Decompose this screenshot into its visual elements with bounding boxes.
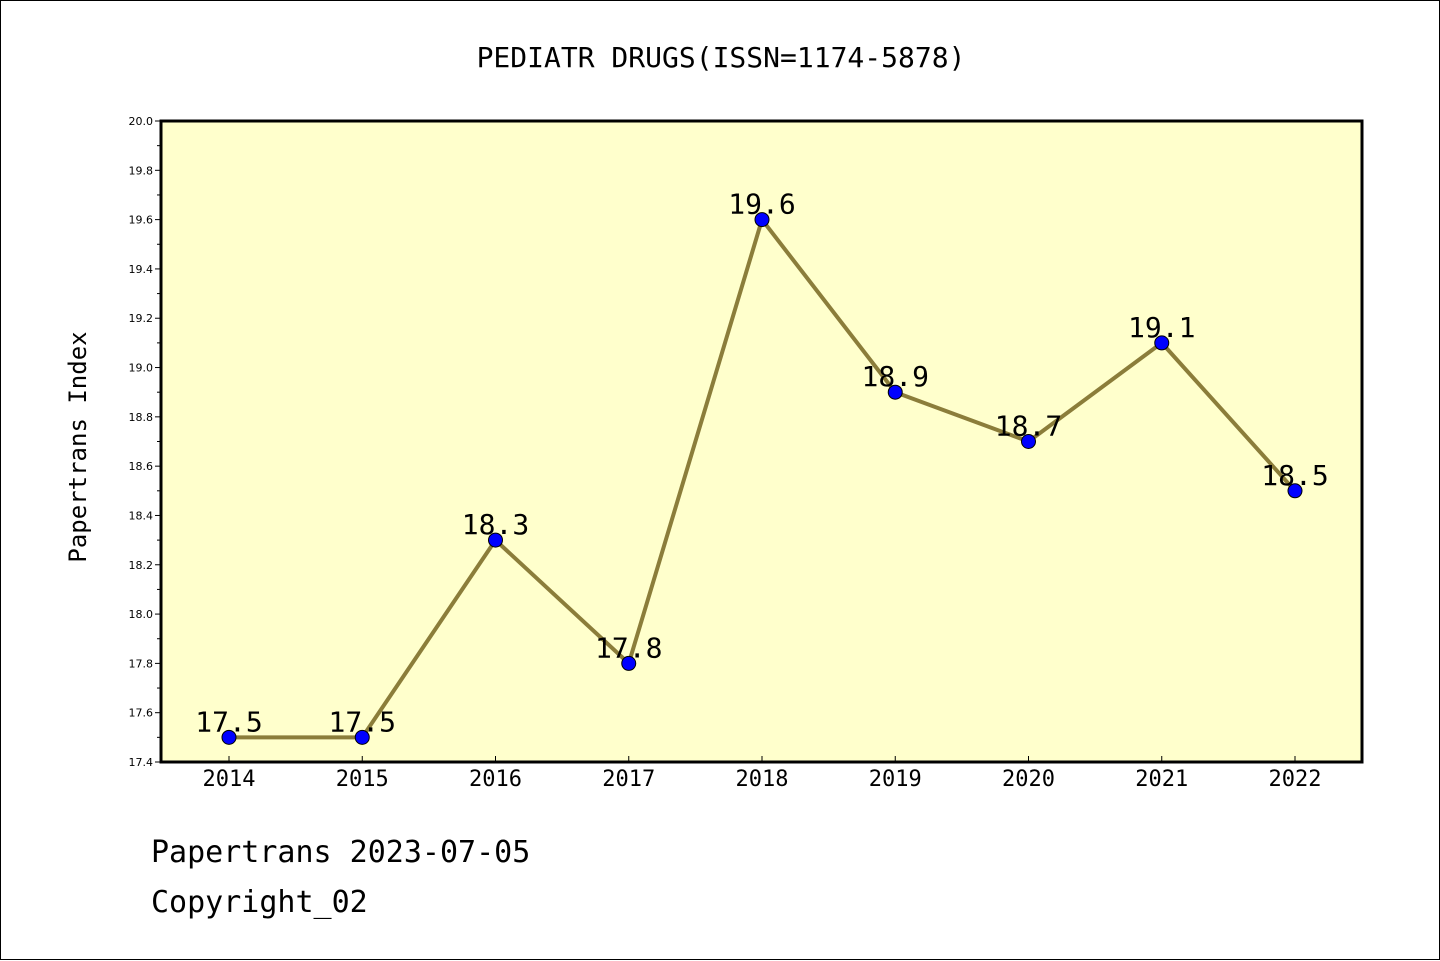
data-point bbox=[1021, 434, 1036, 449]
data-label: 18.7 bbox=[995, 410, 1062, 443]
x-tick-label: 2021 bbox=[1135, 767, 1188, 792]
data-label: 18.5 bbox=[1261, 459, 1328, 492]
data-point bbox=[1154, 335, 1170, 351]
footer-copyright: Copyright_02 bbox=[151, 885, 368, 920]
y-tick-label: 19.6 bbox=[129, 214, 154, 227]
y-tick-label: 19.8 bbox=[129, 164, 154, 177]
data-point bbox=[221, 729, 237, 745]
x-tick-label: 2014 bbox=[203, 767, 256, 792]
data-label: 17.8 bbox=[595, 631, 662, 664]
x-tick-label: 2019 bbox=[869, 767, 922, 792]
data-point bbox=[621, 655, 637, 671]
data-point bbox=[887, 384, 903, 400]
y-tick-label: 17.4 bbox=[129, 756, 154, 769]
y-tick-label: 17.6 bbox=[129, 707, 154, 720]
y-axis: 17.4 17.6 17.8 18.0 18.2 18.4 18.6 18.8 19.0 19.2… bbox=[129, 115, 161, 769]
x-axis: 2014 2015 2016 2017 2018 2019 2020 2021 2022 bbox=[203, 756, 1322, 792]
x-tick-label: 2022 bbox=[1269, 767, 1322, 792]
y-tick-label: 18.8 bbox=[129, 411, 154, 424]
y-tick-label: 19.4 bbox=[129, 263, 154, 276]
data-point bbox=[354, 729, 370, 745]
x-tick-label: 2015 bbox=[336, 767, 389, 792]
y-tick-label: 19.2 bbox=[129, 312, 154, 325]
data-label: 17.5 bbox=[195, 705, 262, 738]
data-point bbox=[1287, 483, 1303, 499]
footer-date: Papertrans 2023-07-05 bbox=[151, 835, 531, 870]
y-tick-label: 20.0 bbox=[129, 115, 154, 128]
y-tick-label: 17.8 bbox=[129, 657, 154, 670]
x-tick-label: 2018 bbox=[736, 767, 789, 792]
data-point bbox=[488, 532, 503, 548]
data-label: 19.1 bbox=[1128, 311, 1195, 344]
y-tick-label: 18.2 bbox=[129, 559, 154, 572]
data-label: 18.3 bbox=[462, 508, 529, 541]
y-tick-label: 18.6 bbox=[129, 460, 154, 473]
data-label: 18.9 bbox=[862, 360, 929, 393]
data-label: 17.5 bbox=[329, 705, 396, 738]
x-tick-label: 2016 bbox=[469, 767, 522, 792]
series-layer: 17.5 17.5 18.3 17.8 19.6 18.9 18.7 19.1 18.5 bbox=[195, 188, 1329, 745]
x-tick-label: 2017 bbox=[602, 767, 655, 792]
y-tick-label: 19.0 bbox=[129, 362, 154, 375]
chart-title: PEDIATR DRUGS(ISSN=1174-5878) bbox=[477, 41, 966, 74]
data-point bbox=[754, 212, 770, 228]
data-label: 19.6 bbox=[728, 188, 795, 221]
y-tick-label: 18.4 bbox=[129, 509, 154, 522]
y-tick-label: 18.0 bbox=[129, 608, 154, 621]
x-tick-label: 2020 bbox=[1002, 767, 1055, 792]
y-axis-label: Papertrans Index bbox=[64, 331, 92, 562]
